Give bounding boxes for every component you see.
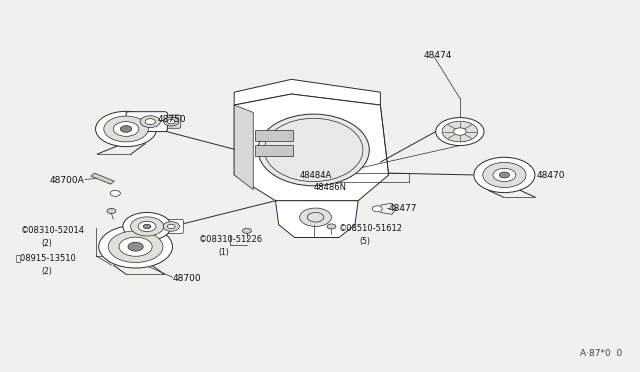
- Circle shape: [474, 157, 535, 193]
- Circle shape: [104, 116, 148, 142]
- Text: ©08310-51226: ©08310-51226: [199, 235, 263, 244]
- Circle shape: [110, 190, 120, 196]
- Circle shape: [131, 217, 164, 236]
- Circle shape: [327, 224, 336, 229]
- Text: (1): (1): [218, 248, 229, 257]
- Circle shape: [113, 122, 139, 137]
- Circle shape: [454, 128, 467, 135]
- Text: ©08310-52014: ©08310-52014: [21, 226, 85, 235]
- Circle shape: [300, 208, 332, 227]
- Circle shape: [140, 116, 161, 128]
- Circle shape: [119, 237, 152, 256]
- Circle shape: [128, 242, 143, 251]
- Circle shape: [108, 231, 163, 263]
- FancyBboxPatch shape: [255, 130, 293, 141]
- Text: (2): (2): [42, 238, 52, 247]
- Circle shape: [442, 121, 477, 142]
- Circle shape: [163, 222, 179, 231]
- Polygon shape: [91, 173, 115, 184]
- Text: 48486N: 48486N: [314, 183, 347, 192]
- Circle shape: [120, 126, 132, 132]
- Text: 48470: 48470: [536, 171, 564, 180]
- Circle shape: [138, 221, 156, 232]
- FancyBboxPatch shape: [158, 115, 180, 128]
- Text: A·87*0  0: A·87*0 0: [580, 349, 622, 358]
- Circle shape: [168, 224, 175, 229]
- Circle shape: [123, 212, 172, 240]
- Polygon shape: [275, 201, 358, 237]
- Circle shape: [143, 224, 151, 229]
- Circle shape: [107, 208, 116, 214]
- Polygon shape: [234, 94, 388, 201]
- Circle shape: [483, 163, 526, 187]
- Text: 48484A: 48484A: [300, 171, 332, 180]
- Text: 48474: 48474: [424, 51, 452, 60]
- Circle shape: [99, 225, 173, 268]
- Text: (5): (5): [360, 237, 371, 246]
- Circle shape: [168, 119, 175, 124]
- Text: (2): (2): [42, 267, 52, 276]
- Circle shape: [95, 111, 157, 147]
- Circle shape: [372, 206, 382, 212]
- FancyBboxPatch shape: [126, 112, 168, 132]
- Polygon shape: [234, 79, 380, 105]
- Ellipse shape: [258, 114, 369, 186]
- FancyBboxPatch shape: [153, 219, 183, 234]
- Text: 48750: 48750: [158, 115, 186, 124]
- Circle shape: [164, 117, 179, 126]
- Circle shape: [493, 169, 516, 182]
- Circle shape: [243, 228, 252, 234]
- FancyBboxPatch shape: [255, 145, 293, 156]
- Text: 48700A: 48700A: [50, 176, 84, 185]
- Circle shape: [436, 118, 484, 145]
- Circle shape: [145, 119, 156, 125]
- Circle shape: [499, 172, 509, 178]
- Polygon shape: [234, 105, 253, 190]
- Text: 48700: 48700: [173, 274, 201, 283]
- Text: 48477: 48477: [388, 204, 417, 213]
- Text: ©08510-51612: ©08510-51612: [339, 224, 403, 233]
- Text: Ⓜ08915-13510: Ⓜ08915-13510: [16, 253, 77, 262]
